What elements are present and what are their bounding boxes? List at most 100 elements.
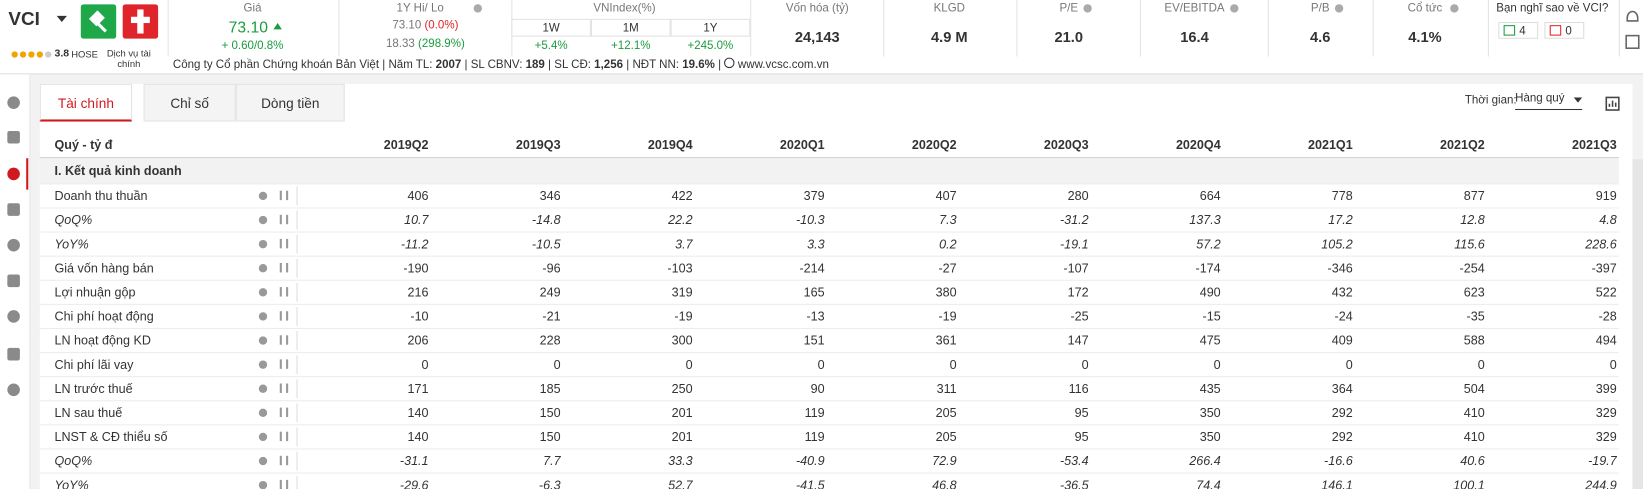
cell-value: 329 (1486, 424, 1619, 450)
row-info-icon[interactable] (258, 239, 268, 249)
vote-icon (1503, 25, 1516, 36)
data-row: QoQ% 10.7 -14.8 22.2 -10.3 7.3 -31.2 137.3 17.2 1… (39, 207, 1619, 233)
row-chart-icon[interactable] (279, 214, 289, 225)
tab[interactable]: Chỉ số (143, 83, 236, 122)
cell-value: 228 (430, 328, 563, 354)
cell-value: 490 (1090, 280, 1223, 305)
row-divider (296, 427, 298, 447)
cell-value: 116 (958, 376, 1091, 402)
row-label: LN trước thuế (39, 376, 299, 402)
cell-value: 90 (694, 376, 827, 402)
cell-value: 119 (694, 424, 827, 450)
price-value: 73.10 (228, 18, 268, 37)
row-chart-icon[interactable] (279, 383, 289, 393)
row-info-icon[interactable] (258, 408, 268, 418)
cell-value: 201 (562, 400, 695, 426)
trade-button[interactable] (80, 4, 117, 39)
column-divider (883, 0, 885, 57)
row-info-icon[interactable] (258, 456, 268, 466)
cell-value: -10.5 (430, 232, 563, 257)
row-label: YoY% (39, 232, 299, 257)
vote-likes[interactable]: 4 (1498, 22, 1539, 39)
row-chart-icon[interactable] (279, 455, 289, 466)
cell-value: 0 (562, 352, 695, 378)
nav-icon[interactable] (7, 130, 20, 144)
one-click-button[interactable] (122, 4, 159, 39)
tab[interactable]: Dòng tiền (235, 83, 345, 122)
cell-value: -40.9 (694, 448, 827, 474)
cell-value: 409 (1222, 328, 1355, 354)
cell-value: 216 (298, 280, 431, 305)
row-chart-icon[interactable] (279, 238, 289, 249)
cell-value: 171 (298, 376, 431, 402)
row-chart-icon[interactable] (279, 262, 289, 273)
row-chart-icon[interactable] (279, 431, 289, 442)
row-info-icon[interactable] (258, 336, 268, 345)
row-chart-icon[interactable] (279, 407, 289, 418)
cell-value: 494 (1486, 328, 1619, 354)
row-info-icon[interactable] (258, 384, 268, 393)
stat-value: 16.4 (1180, 28, 1209, 46)
row-info-icon[interactable] (258, 360, 268, 369)
row-info-icon[interactable] (258, 215, 268, 225)
nav-icon[interactable] (7, 347, 20, 361)
vote-dislikes[interactable]: 0 (1544, 22, 1585, 39)
cell-value: -174 (1090, 256, 1223, 281)
sentiment-question: Bạn nghĩ sao về VCI? (1496, 2, 1609, 15)
row-info-icon[interactable] (258, 432, 268, 442)
period-select[interactable]: Hàng quý (1515, 92, 1583, 111)
row-info-icon[interactable] (258, 191, 268, 201)
cell-value: 201 (562, 424, 695, 450)
row-divider (296, 186, 298, 206)
nav-icon[interactable] (7, 167, 20, 181)
price-up-arrow (273, 23, 282, 30)
row-chart-icon[interactable] (279, 190, 289, 201)
cell-value: 346 (430, 183, 563, 209)
nav-icon[interactable] (7, 274, 20, 288)
cell-value: 52.7 (562, 473, 695, 489)
cell-value: 105.2 (1222, 232, 1355, 257)
header-icons[interactable] (1624, 4, 1641, 50)
nav-icon[interactable] (7, 383, 20, 397)
cell-value: 100.1 (1354, 473, 1487, 489)
row-chart-icon[interactable] (279, 335, 289, 345)
cell-value: 300 (562, 328, 695, 354)
cell-value: 399 (1486, 376, 1619, 402)
row-chart-icon[interactable] (279, 311, 289, 321)
tab[interactable]: Tài chính (39, 83, 133, 122)
row-info-icon[interactable] (258, 288, 268, 297)
cell-value: 0 (1486, 352, 1619, 378)
cell-value: 185 (430, 376, 563, 402)
nav-icon[interactable] (7, 310, 20, 323)
nav-icon[interactable] (7, 96, 20, 109)
column-divider (1618, 0, 1620, 57)
nav-icon[interactable] (7, 203, 20, 216)
cell-value: -41.5 (694, 473, 827, 489)
column-header: 2021Q1 (1222, 132, 1355, 159)
row-info-icon[interactable] (258, 264, 268, 273)
cell-value: 206 (298, 328, 431, 354)
row-chart-icon[interactable] (279, 287, 289, 297)
cell-value: 74.4 (1090, 473, 1223, 489)
cell-value: 350 (1090, 424, 1223, 450)
column-divider (1016, 0, 1018, 57)
nav-icon[interactable] (7, 238, 20, 252)
scrollbar[interactable] (1632, 159, 1643, 489)
row-info-icon[interactable] (258, 312, 268, 321)
cell-value: 380 (826, 280, 959, 305)
hilo-hi-value: 73.10 (392, 18, 422, 32)
finance-card: Tài chính Chỉ số Dòng tiền Thời gian: Hàng q… (39, 83, 1633, 489)
row-chart-icon[interactable] (279, 479, 289, 489)
row-info-icon[interactable] (258, 480, 268, 489)
chart-toggle[interactable] (1605, 96, 1620, 111)
info-dot (1083, 4, 1092, 13)
finance-table: Quý - tỷ đ 2019Q2 2019Q3 2019Q4 2020Q1 2020Q2… (39, 132, 1619, 489)
column-header: 2020Q2 (826, 132, 959, 159)
dropdown-caret[interactable] (56, 15, 68, 23)
stat-value: 4.6 (1310, 28, 1331, 46)
website[interactable]: www.vcsc.com.vn (737, 58, 829, 72)
row-chart-icon[interactable] (279, 359, 289, 369)
cell-value: 292 (1222, 400, 1355, 426)
